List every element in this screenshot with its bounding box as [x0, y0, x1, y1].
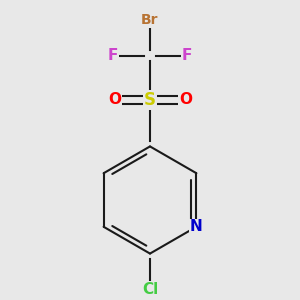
Text: O: O — [179, 92, 192, 107]
Text: F: F — [108, 48, 118, 63]
Text: Br: Br — [141, 13, 159, 27]
Text: S: S — [144, 91, 156, 109]
Text: N: N — [190, 219, 203, 234]
Text: Cl: Cl — [142, 282, 158, 297]
Text: F: F — [182, 48, 192, 63]
Text: O: O — [108, 92, 121, 107]
